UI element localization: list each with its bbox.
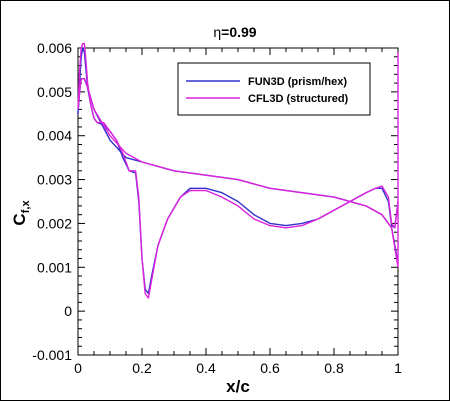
plot-area: 0 0.2 0.4 0.6 0.8 1-0.00100.0010.0020.0030.00…: [32, 40, 402, 376]
y-tick-label: 0.003: [37, 172, 72, 188]
legend-label-cfl3d-structured: CFL3D (structured): [248, 93, 349, 105]
series-line-cfl3d-structured: [77, 78, 399, 268]
svg-text:Cf,x: Cf,x: [10, 200, 32, 226]
x-axis-label: x/c: [226, 377, 250, 396]
x-tick-label: 0.2: [132, 360, 152, 376]
y-tick-label: 0: [64, 303, 72, 319]
title-eta: η: [213, 24, 221, 40]
y-tick-label: -0.001: [32, 347, 72, 363]
x-tick-label: 0: [74, 360, 82, 376]
x-tick-label: 0.8: [324, 360, 344, 376]
svg-text:η=0.99: η=0.99: [213, 24, 256, 40]
y-axis-label-main: C: [10, 213, 29, 225]
y-tick-label: 0.005: [37, 84, 72, 100]
y-axis-label-sub: f,x: [20, 200, 32, 214]
legend-label-fun3d-prism-hex: FUN3D (prism/hex): [248, 76, 347, 88]
series-line-cfl3d-structured: [77, 42, 399, 299]
chart-title: η=0.99: [213, 24, 256, 40]
title-value: =0.99: [221, 24, 257, 40]
y-tick-label: 0.001: [37, 259, 72, 275]
y-axis-label: Cf,x: [10, 200, 32, 226]
y-tick-label: 0.004: [37, 128, 72, 144]
x-tick-label: 1: [394, 360, 402, 376]
y-tick-label: 0.002: [37, 215, 72, 231]
y-tick-label: 0.006: [37, 40, 72, 56]
x-tick-label: 0.4: [196, 360, 216, 376]
x-tick-label: 0.6: [260, 360, 280, 376]
legend-box: [177, 62, 371, 116]
